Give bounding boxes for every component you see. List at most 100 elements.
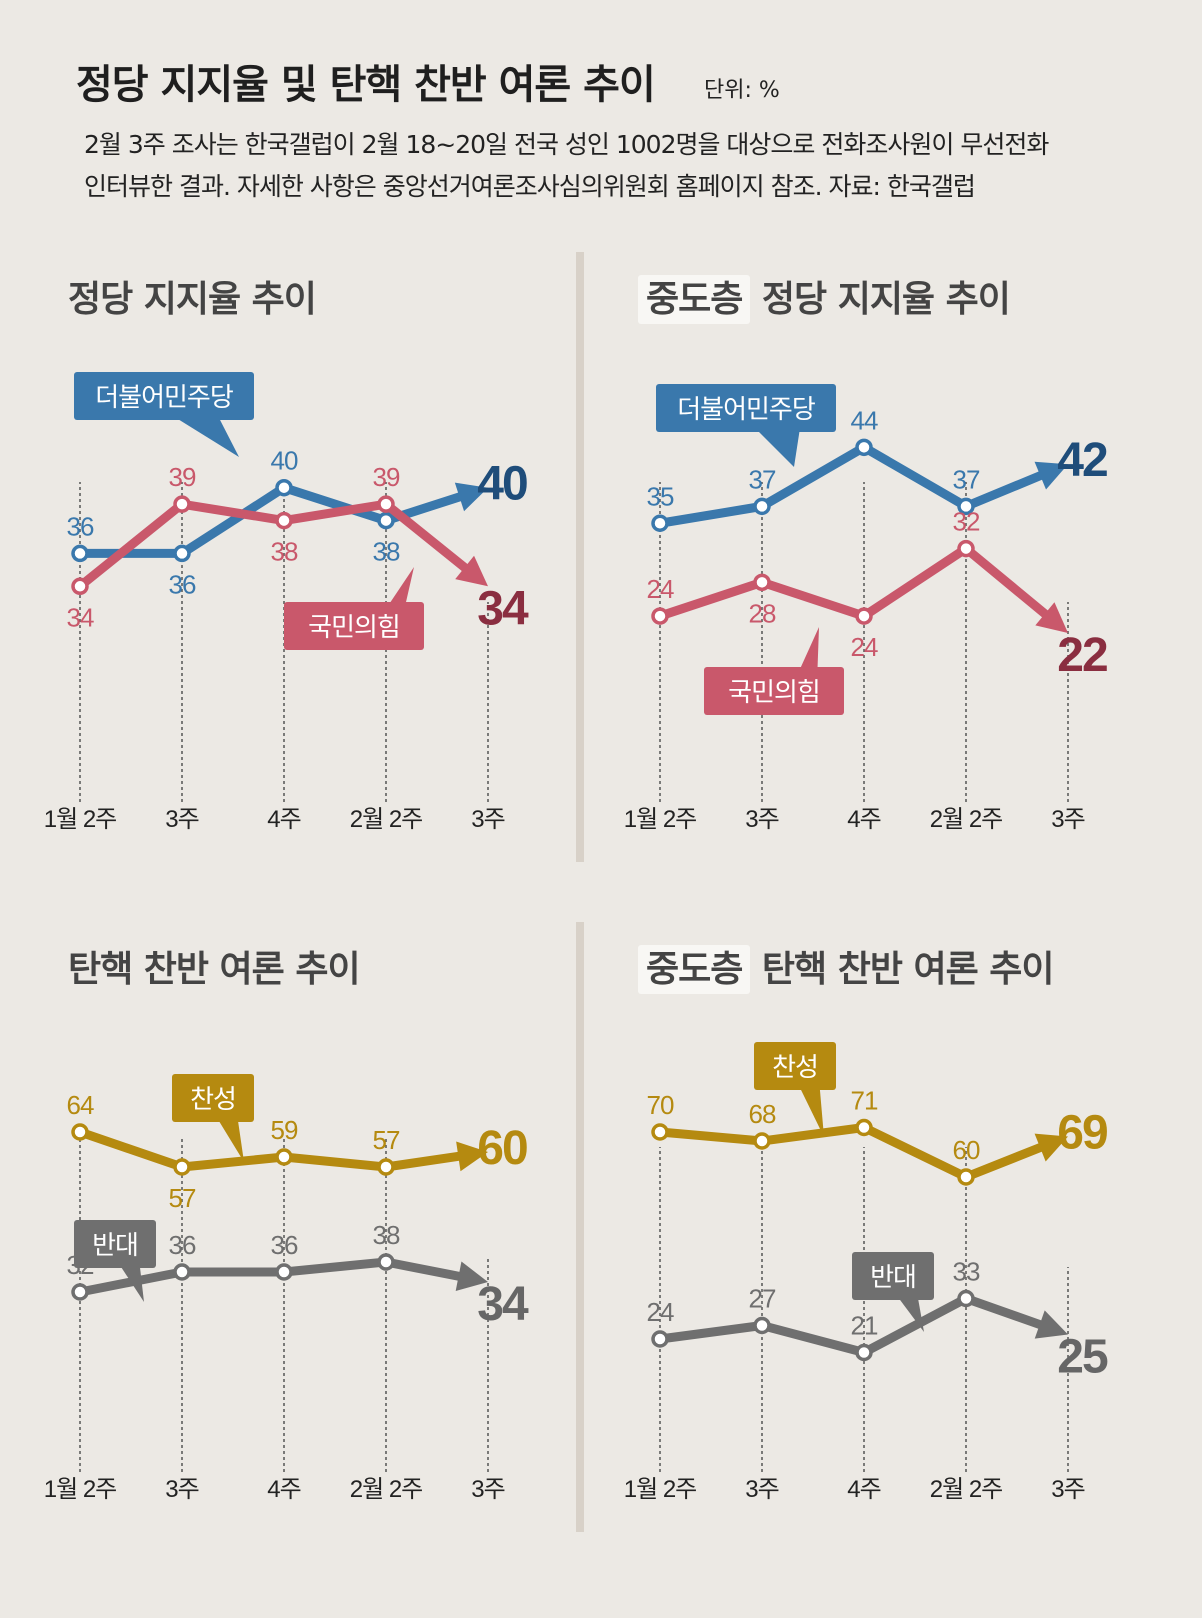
legend-tag-label: 반대 bbox=[92, 1230, 138, 1260]
data-label: 39 bbox=[169, 462, 196, 492]
data-point bbox=[753, 573, 771, 592]
panel-title-impeach-mid: 중도층 탄핵 찬반 여론 추이 bbox=[638, 940, 1055, 994]
legend-tag-label: 더불어민주당 bbox=[677, 394, 815, 424]
series-arrowhead bbox=[1034, 461, 1068, 490]
data-label: 57 bbox=[169, 1183, 196, 1213]
data-label: 38 bbox=[373, 537, 400, 567]
legend-tag-pointer bbox=[755, 428, 800, 467]
x-tick-label: 3주 bbox=[471, 806, 504, 833]
page-title: 정당 지지율 및 탄핵 찬반 여론 추이 bbox=[76, 62, 656, 108]
legend-tag-label: 찬성 bbox=[772, 1052, 818, 1082]
data-label: 34 bbox=[67, 602, 94, 632]
data-point bbox=[173, 1263, 191, 1281]
data-point bbox=[651, 1123, 669, 1141]
series-arrowhead bbox=[1035, 602, 1068, 633]
data-point bbox=[275, 1263, 293, 1281]
legend-tag-pointer bbox=[799, 1086, 824, 1137]
data-label: 27 bbox=[749, 1284, 776, 1314]
data-point bbox=[855, 438, 873, 457]
legend-tag-label: 국민의힘 bbox=[728, 677, 820, 707]
chart-party-support: 1월 2주 3주 4주 2월 2주 3주 36 36 40 38 40 더불어민주당 34 39 38 39… bbox=[44, 372, 531, 833]
data-point bbox=[377, 511, 395, 530]
data-point bbox=[377, 495, 395, 513]
final-value-label: 69 bbox=[1057, 1107, 1107, 1160]
x-tick-label: 2월 2주 bbox=[930, 806, 1003, 833]
data-label: 59 bbox=[271, 1115, 298, 1145]
panel-title-text: 탄핵 찬반 여론 추이 bbox=[68, 949, 361, 990]
data-point bbox=[957, 539, 975, 558]
series-arrowhead bbox=[455, 555, 488, 587]
legend-tag-label: 반대 bbox=[870, 1262, 916, 1292]
data-label: 24 bbox=[647, 574, 674, 604]
data-label: 40 bbox=[271, 446, 298, 476]
final-value-label: 22 bbox=[1057, 629, 1107, 682]
panel-title-text: 탄핵 찬반 여론 추이 bbox=[761, 949, 1055, 990]
x-tick-label: 3주 bbox=[745, 1476, 778, 1503]
data-label: 38 bbox=[373, 1220, 400, 1250]
panel-title-party: 정당 지지율 추이 bbox=[68, 270, 317, 322]
data-label: 37 bbox=[749, 464, 776, 494]
data-label: 37 bbox=[953, 464, 980, 494]
data-point bbox=[651, 1330, 669, 1348]
data-point bbox=[651, 514, 669, 532]
legend-tag-label: 국민의힘 bbox=[308, 612, 400, 642]
legend-tag bbox=[284, 602, 424, 650]
legend-tag bbox=[704, 667, 844, 715]
data-label: 71 bbox=[851, 1086, 878, 1116]
x-tick-label: 4주 bbox=[267, 806, 300, 833]
x-tick-label: 2월 2주 bbox=[930, 1476, 1003, 1503]
data-point bbox=[855, 1343, 873, 1362]
legend-tag bbox=[74, 372, 254, 420]
data-point bbox=[71, 1123, 89, 1141]
data-label: 60 bbox=[953, 1135, 980, 1165]
x-tick-label: 4주 bbox=[847, 1476, 880, 1503]
final-value-label: 34 bbox=[477, 1278, 529, 1331]
data-label: 64 bbox=[67, 1090, 94, 1120]
x-tick-label: 1월 2주 bbox=[624, 806, 696, 833]
legend-tag-pointer bbox=[217, 1118, 244, 1162]
legend-tag bbox=[754, 1042, 836, 1090]
data-label: 44 bbox=[851, 405, 878, 435]
legend-tag bbox=[656, 384, 836, 432]
x-tick-label: 2월 2주 bbox=[350, 806, 423, 833]
data-label: 32 bbox=[953, 507, 980, 537]
data-point bbox=[275, 511, 293, 530]
final-value-label: 42 bbox=[1057, 434, 1107, 487]
final-value-label: 40 bbox=[477, 458, 527, 511]
panel-title-impeach: 탄핵 찬반 여론 추이 bbox=[68, 940, 361, 992]
data-point bbox=[855, 1118, 873, 1137]
panel-title-text: 정당 지지율 추이 bbox=[761, 279, 1011, 320]
series-arrowhead bbox=[1034, 1310, 1068, 1339]
data-point bbox=[71, 1283, 89, 1301]
data-point bbox=[275, 478, 293, 497]
legend-tag-pointer bbox=[897, 1296, 924, 1332]
series-line-국민의힘 bbox=[658, 544, 1050, 621]
final-value-label: 60 bbox=[477, 1122, 527, 1175]
panel-title-party-mid: 중도층 정당 지지율 추이 bbox=[638, 270, 1011, 324]
final-value-label: 25 bbox=[1057, 1331, 1108, 1384]
data-point bbox=[377, 1158, 395, 1176]
series-line-더불어민주당 bbox=[659, 442, 1044, 528]
data-label: 36 bbox=[169, 569, 196, 599]
data-point bbox=[173, 495, 191, 513]
data-point bbox=[957, 497, 975, 516]
series-arrowhead bbox=[456, 1141, 488, 1172]
description-line-2: 인터뷰한 결과. 자세한 사항은 중앙선거여론조사심의위원회 홈페이지 참조. … bbox=[84, 172, 976, 201]
data-label: 57 bbox=[373, 1125, 400, 1155]
series-arrowhead bbox=[454, 482, 488, 512]
data-label: 21 bbox=[851, 1311, 878, 1341]
data-point bbox=[753, 1132, 771, 1150]
data-point bbox=[753, 1316, 771, 1335]
data-point bbox=[957, 1289, 975, 1308]
legend-tag bbox=[852, 1252, 934, 1300]
data-point bbox=[275, 1148, 293, 1166]
series-arrowhead bbox=[1034, 1133, 1068, 1162]
data-point bbox=[71, 577, 89, 596]
x-tick-label: 3주 bbox=[165, 806, 198, 833]
vertical-divider-top bbox=[576, 252, 584, 862]
final-value-label: 34 bbox=[477, 582, 529, 635]
x-tick-label: 4주 bbox=[267, 1476, 300, 1503]
data-label: 36 bbox=[169, 1230, 196, 1260]
